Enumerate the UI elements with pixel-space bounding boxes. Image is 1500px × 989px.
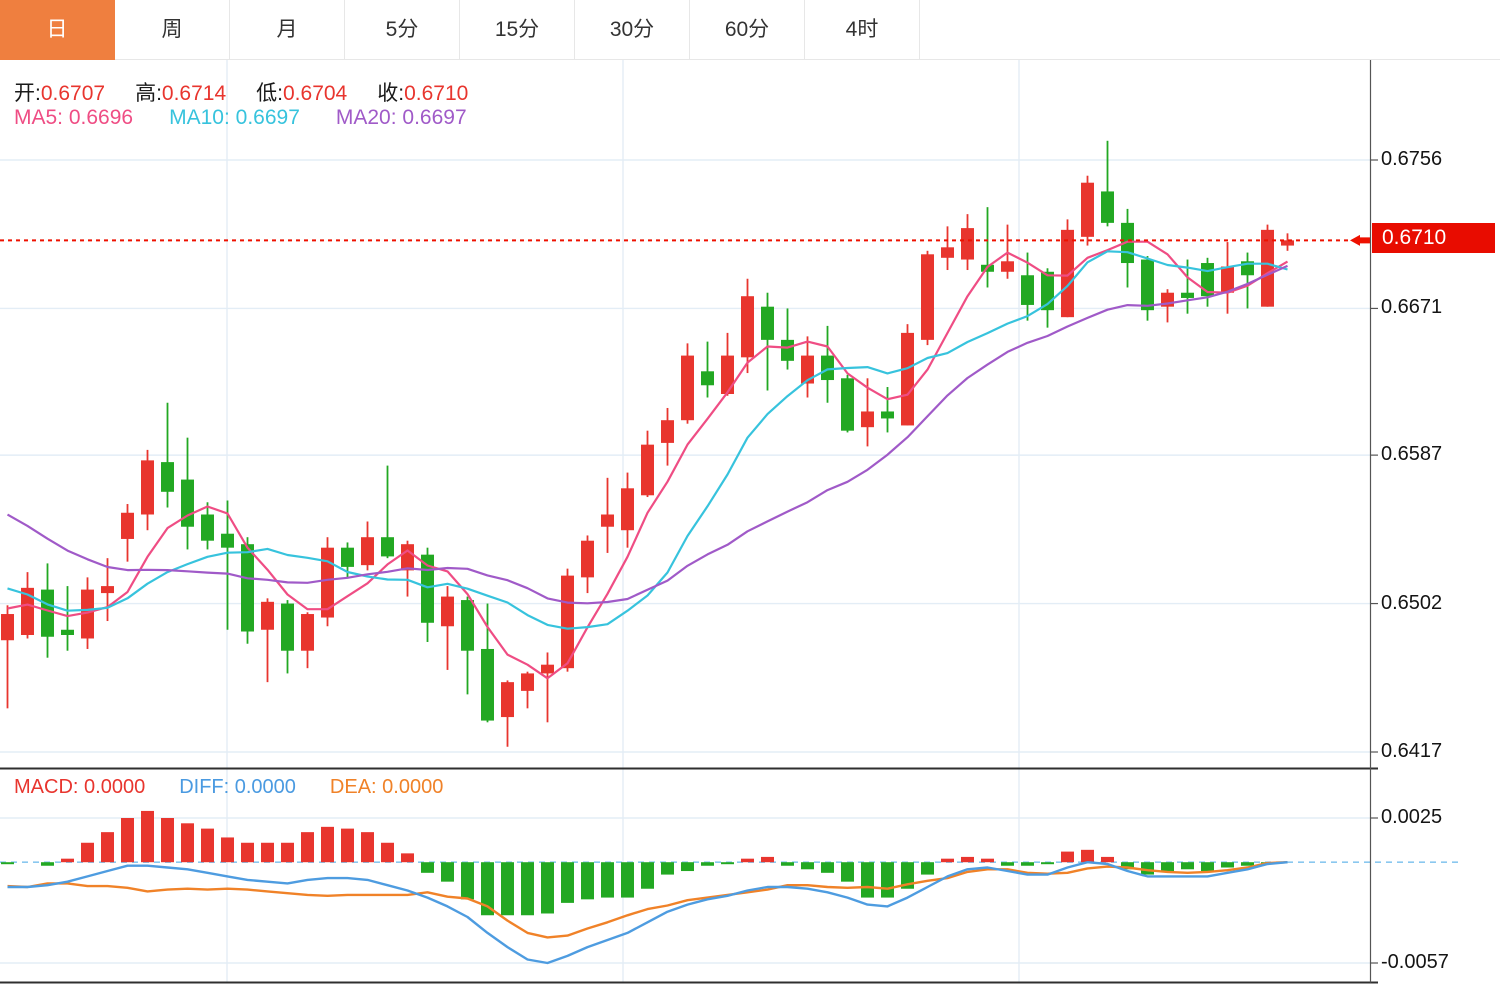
diff-value: DIFF: 0.0000: [179, 776, 296, 798]
ma10-readout: MA10: 0.6697: [169, 106, 300, 129]
close-readout: 收:0.6710: [377, 82, 469, 105]
macd-axis-label: 0.0025: [1381, 806, 1443, 828]
ma-readout: MA5: 0.6696 MA10: 0.6697 MA20: 0.6697: [14, 106, 467, 130]
macd-value: MACD: 0.0000: [14, 776, 146, 798]
ma20-readout: MA20: 0.6697: [335, 106, 467, 129]
dea-value: DEA: 0.0000: [329, 776, 444, 798]
low-readout: 低:0.6704: [256, 82, 348, 105]
tab-4hour[interactable]: 4时: [805, 0, 920, 59]
open-readout: 开:0.6707: [14, 82, 106, 105]
high-readout: 高:0.6714: [135, 82, 227, 105]
tab-30min[interactable]: 30分: [575, 0, 690, 59]
price-axis-label: 0.6587: [1381, 443, 1443, 466]
macd-axis-label: -0.0057: [1381, 951, 1449, 973]
current-price-tag: 0.6710: [1372, 223, 1495, 253]
tab-60min[interactable]: 60分: [690, 0, 805, 59]
price-axis-label: 0.6671: [1381, 296, 1443, 319]
price-axis-label: 0.6756: [1381, 148, 1443, 170]
tab-day[interactable]: 日: [0, 0, 115, 60]
ohlc-readout: 开:0.6707 高:0.6714 低:0.6704 收:0.6710: [14, 77, 498, 107]
tab-month[interactable]: 月: [230, 0, 345, 59]
price-pointer-icon: [1350, 234, 1371, 246]
tab-week[interactable]: 周: [115, 0, 230, 59]
interval-tabbar: 日周月 5分 15分 30分 60分 4时: [0, 0, 1500, 60]
tab-5min[interactable]: 5分: [345, 0, 460, 59]
tab-15min[interactable]: 15分: [460, 0, 575, 59]
price-axis-label: 0.6502: [1381, 591, 1443, 614]
macd-readout: MACD: 0.0000 DIFF: 0.0000 DEA: 0.0000: [14, 776, 443, 799]
ma5-readout: MA5: 0.6696: [14, 106, 134, 129]
price-axis-label: 0.6417: [1381, 740, 1443, 762]
